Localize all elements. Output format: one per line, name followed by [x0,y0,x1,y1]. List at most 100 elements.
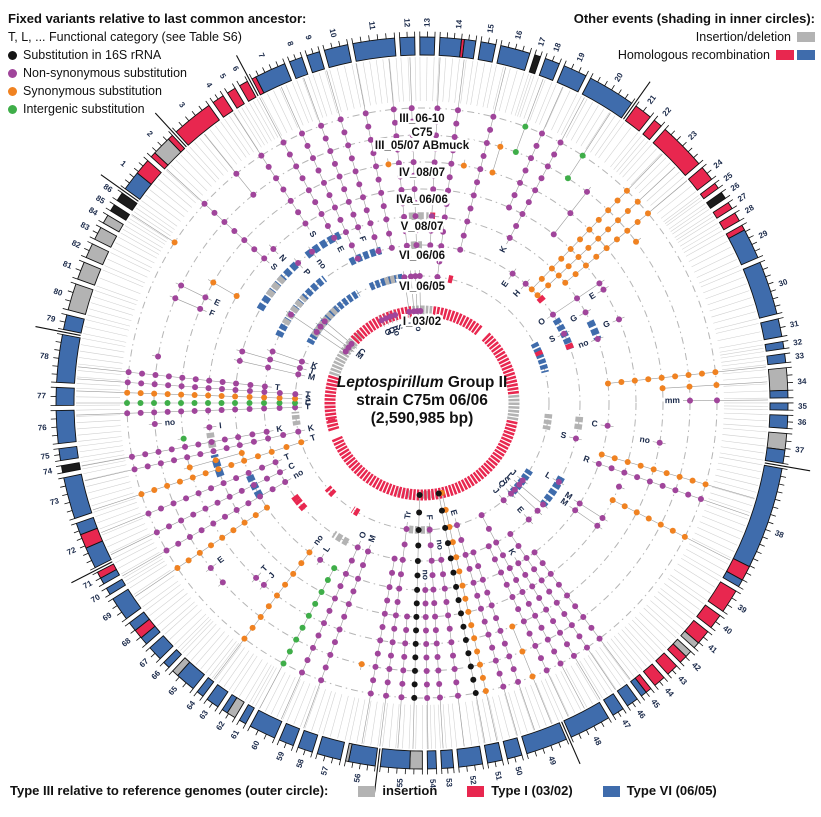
svg-text:72: 72 [66,545,78,557]
svg-text:65: 65 [167,684,180,697]
svg-text:T: T [283,451,292,463]
center-title: (2,590,985 bp) [371,410,474,427]
legend-item-recomb: Homologous recombination [574,46,815,64]
svg-text:T: T [259,562,270,573]
svg-text:T: T [274,382,281,393]
svg-text:81: 81 [62,259,74,271]
svg-text:S: S [269,261,280,272]
ring-label: IV_08/07 [399,167,445,179]
svg-text:E: E [587,290,597,302]
svg-text:E: E [449,508,460,517]
svg-text:M: M [366,533,378,543]
svg-text:28: 28 [743,203,756,216]
svg-text:22: 22 [661,105,674,118]
svg-text:68: 68 [120,636,133,649]
legend-fixed-variants: Fixed variants relative to last common a… [8,10,306,118]
svg-text:E: E [215,554,226,566]
svg-text:C: C [356,346,367,358]
svg-text:no: no [164,417,175,428]
svg-text:78: 78 [39,351,49,361]
svg-text:83: 83 [79,220,92,232]
svg-text:73: 73 [49,496,60,507]
svg-text:K: K [275,423,284,434]
svg-text:R: R [582,453,591,464]
svg-text:F: F [357,235,368,243]
svg-text:N: N [277,252,288,263]
svg-text:16: 16 [513,29,524,40]
legend-item-syn: Synonymous substitution [8,82,306,100]
svg-text:T: T [305,401,311,411]
svg-text:8: 8 [285,40,295,48]
svg-text:74: 74 [42,466,53,477]
svg-text:30: 30 [777,277,789,289]
svg-text:24: 24 [712,157,725,170]
svg-text:27: 27 [736,191,749,204]
red-swatch-icon [776,50,794,60]
ring-label: III_05/07 ABmuck [375,140,470,152]
svg-text:T: T [404,255,415,262]
svg-text:K: K [307,422,316,433]
svg-text:2: 2 [145,129,155,139]
svg-text:no: no [311,533,325,547]
svg-text:46: 46 [635,708,648,721]
svg-text:26: 26 [729,180,742,193]
legend-item-intergenic: Intergenic substitution [8,100,306,118]
svg-text:F: F [425,514,435,520]
svg-text:58: 58 [294,757,306,769]
ring-label: IVa_06/06 [396,194,448,206]
svg-text:O: O [536,315,547,327]
ring-label: VI_06/05 [399,281,446,293]
svg-text:39: 39 [736,603,749,616]
legend-item-insertion: insertion [358,782,437,800]
svg-text:61: 61 [229,728,241,741]
center-title: Leptospirillum Group II [337,374,508,391]
svg-text:O: O [382,327,394,338]
svg-text:3: 3 [177,100,187,110]
svg-text:no: no [435,539,446,551]
svg-text:no: no [639,434,651,446]
svg-text:64: 64 [185,699,198,712]
svg-text:23: 23 [686,129,699,142]
svg-text:5: 5 [218,72,228,81]
svg-text:10: 10 [328,28,339,39]
svg-text:1: 1 [119,159,129,169]
legend-fixed-subtitle: T, L, ... Functional category (see Table… [8,30,242,44]
svg-text:M: M [563,489,574,501]
svg-text:25: 25 [722,170,735,183]
svg-text:86: 86 [102,182,115,195]
svg-text:M: M [307,371,316,382]
svg-text:6: 6 [231,65,241,74]
svg-text:56: 56 [352,772,362,783]
svg-text:12: 12 [402,18,411,28]
svg-text:T: T [308,365,317,376]
svg-text:no: no [291,467,305,481]
legend-item-type1: Type I (03/02) [467,782,573,800]
svg-text:35: 35 [798,402,808,411]
svg-text:L: L [544,469,554,480]
svg-text:38: 38 [774,528,786,540]
legend-other-events: Other events (shading in inner circles):… [574,10,815,64]
svg-text:36: 36 [797,418,807,427]
legend-item-16s: Substitution in 16S rRNA [8,46,306,64]
svg-text:G: G [568,312,579,324]
svg-text:79: 79 [46,313,57,324]
svg-text:mm: mm [665,395,681,405]
svg-text:75: 75 [40,451,51,461]
svg-text:40: 40 [721,624,734,637]
svg-text:49: 49 [546,755,558,767]
svg-text:15: 15 [485,23,496,34]
svg-text:M: M [354,349,366,361]
svg-text:K: K [497,243,509,254]
svg-text:no: no [421,569,431,580]
black-dot-icon [8,51,17,60]
svg-text:52: 52 [468,775,478,786]
svg-text:C75: C75 [411,127,433,139]
svg-text:63: 63 [198,708,211,721]
legend-fixed-title: Fixed variants relative to last common a… [8,11,307,26]
svg-text:S: S [560,429,568,440]
svg-text:C: C [591,418,598,429]
red-swatch-icon [467,785,485,797]
svg-text:no: no [577,337,590,350]
center-title: strain C75m 06/06 [356,392,488,409]
blue-swatch-icon [602,785,620,797]
